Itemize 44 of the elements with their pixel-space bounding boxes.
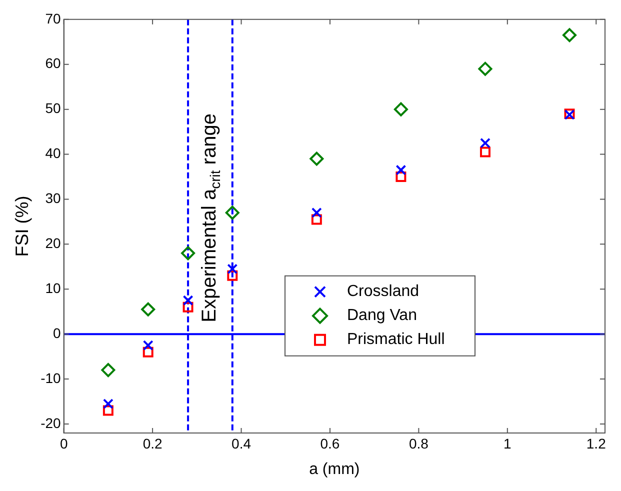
annotation: Experimental acrit range	[198, 114, 224, 322]
point	[310, 152, 324, 166]
point	[227, 264, 238, 274]
y-tick-label: -10	[40, 370, 62, 386]
y-axis-title: FSI (%)	[12, 196, 32, 257]
point	[227, 270, 238, 281]
legend-label: Prismatic Hull	[347, 331, 445, 348]
y-tick-label: -20	[40, 414, 62, 431]
point	[394, 102, 408, 116]
legend-label: Crossland	[347, 283, 420, 300]
point	[102, 405, 114, 416]
y-tick-label: 40	[45, 145, 62, 162]
point	[225, 206, 240, 220]
point	[311, 214, 322, 225]
y-tick-label: 50	[45, 100, 62, 116]
point	[141, 302, 156, 316]
x-axis-title: a (mm)	[309, 460, 360, 478]
x-tick-label: 0.4	[232, 435, 252, 452]
x-tick-label: 1	[504, 435, 512, 452]
x-tick-label: 0.2	[142, 435, 162, 452]
y-tick-label: 10	[45, 280, 62, 296]
point	[480, 138, 490, 148]
y-tick-label: 20	[45, 235, 62, 252]
y-tick-label: 70	[45, 10, 62, 26]
point	[182, 295, 194, 306]
y-tick-label: 0	[53, 324, 62, 341]
point	[562, 28, 577, 42]
x-tick-label: 0.8	[408, 435, 429, 452]
point	[396, 164, 406, 176]
x-tick-label: 1.2	[586, 435, 606, 452]
point	[102, 398, 114, 410]
point	[480, 146, 490, 158]
point	[311, 207, 322, 218]
point	[181, 246, 196, 260]
point	[101, 363, 116, 378]
y-tick-label: 30	[45, 190, 62, 206]
y-tick-label: 60	[45, 55, 62, 72]
legend-label: Dang Van	[347, 307, 417, 324]
point	[142, 346, 154, 358]
x-tick-label: 0.6	[320, 435, 340, 452]
point	[182, 302, 194, 312]
point	[478, 62, 492, 76]
point	[142, 340, 154, 351]
point	[396, 172, 406, 182]
